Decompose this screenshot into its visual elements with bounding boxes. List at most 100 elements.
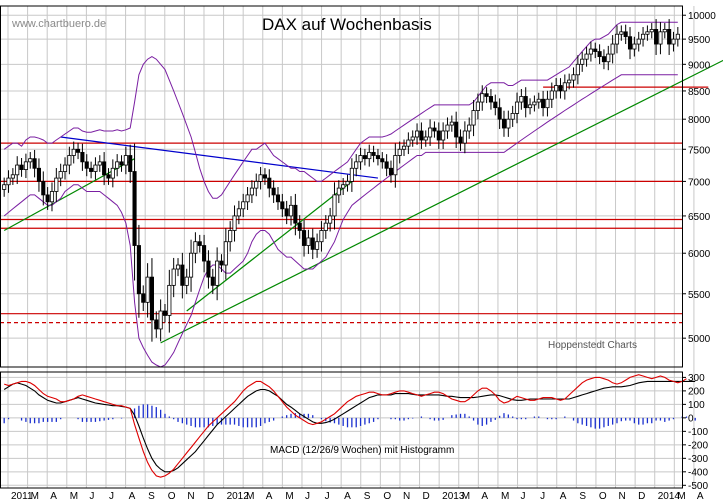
price-candle: [662, 29, 667, 33]
signal-line: [4, 374, 687, 478]
price-candle: [228, 230, 233, 243]
time-tick-label: J: [521, 491, 526, 502]
macd-tick-label: -200: [688, 440, 708, 451]
price-candle: [636, 38, 641, 45]
price-tick-label: 5000: [688, 334, 711, 345]
time-tick-label: J: [109, 491, 114, 502]
price-candle: [423, 136, 428, 141]
price-candle: [493, 101, 498, 109]
price-candle: [397, 148, 402, 156]
price-candle: [97, 161, 102, 166]
price-candle: [575, 63, 580, 76]
trendline: [186, 180, 353, 312]
time-tick-label: M: [462, 491, 470, 502]
price-candle: [123, 155, 128, 166]
price-candle: [415, 130, 420, 138]
price-candle: [54, 177, 59, 192]
macd-tick-label: -100: [688, 427, 708, 438]
price-candle: [401, 145, 407, 150]
price-candle: [358, 155, 363, 163]
macd-frame: [0, 371, 683, 489]
price-candle: [310, 237, 315, 250]
price-candle: [215, 260, 220, 286]
price-candle: [328, 215, 333, 224]
price-candle: [158, 310, 163, 330]
price-candle: [580, 58, 585, 65]
price-candle: [601, 56, 606, 63]
time-tick-label: A: [481, 491, 488, 502]
price-candle: [593, 48, 598, 52]
price-candle: [336, 187, 341, 196]
price-candle: [306, 237, 311, 246]
time-tick-label: A: [50, 491, 57, 502]
price-candle: [488, 96, 493, 103]
price-candle: [223, 241, 228, 266]
price-candle: [288, 204, 294, 217]
price-candle: [645, 31, 650, 35]
price-candle: [19, 164, 24, 170]
price-candle: [293, 204, 298, 224]
price-candle: [267, 177, 272, 189]
price-candle: [558, 85, 563, 92]
price-tick-label: 5500: [688, 290, 711, 301]
price-candle: [76, 148, 81, 153]
price-candle: [106, 174, 111, 179]
time-tick-label: M: [501, 491, 509, 502]
price-candle: [245, 194, 250, 203]
price-candle: [210, 276, 215, 286]
price-candle: [445, 124, 450, 132]
time-tick-label: A: [697, 491, 704, 502]
time-tick-label: A: [129, 491, 136, 502]
price-candle: [219, 260, 224, 266]
time-tick-label: M: [246, 491, 254, 502]
time-tick-label: S: [148, 491, 155, 502]
macd-tick-label: 300: [688, 373, 705, 384]
price-candle: [41, 181, 46, 196]
price-candle: [275, 194, 281, 203]
price-candle: [206, 260, 211, 278]
price-candle: [302, 230, 307, 246]
price-candle: [428, 127, 433, 138]
price-candle: [6, 177, 11, 186]
price-candle: [71, 148, 76, 156]
price-candle: [241, 201, 246, 210]
macd-tick-label: 200: [688, 386, 705, 397]
price-candle: [197, 241, 202, 246]
price-tick-label: 8500: [688, 87, 711, 98]
price-candle: [441, 130, 446, 141]
price-candle: [84, 161, 89, 169]
grid: [0, 6, 695, 488]
price-candle: [136, 245, 141, 295]
price-candle: [67, 155, 72, 166]
price-candle: [471, 110, 476, 126]
price-tick-label: 9500: [688, 35, 711, 46]
time-tick-label: D: [423, 491, 430, 502]
time-tick-label: J: [540, 491, 545, 502]
time-tick-label: M: [285, 491, 293, 502]
price-candle: [436, 130, 441, 141]
price-candle: [614, 33, 620, 45]
price-candle: [15, 164, 20, 176]
price-candle: [349, 167, 354, 182]
price-candle: [154, 319, 159, 330]
macd-tick-label: 0: [688, 413, 694, 424]
source-note: Hoppenstedt Charts: [548, 340, 637, 351]
price-candle: [193, 241, 198, 254]
price-candle: [632, 43, 637, 50]
price-tick-label: 10000: [688, 11, 716, 22]
price-candle: [128, 155, 133, 172]
price-candle: [475, 101, 480, 111]
price-candle: [627, 36, 633, 50]
price-candle: [454, 121, 459, 138]
price-candle: [675, 33, 680, 40]
watermark: www.chartbuero.de: [11, 18, 106, 30]
frame: [0, 5, 683, 489]
price-candle: [406, 139, 411, 147]
time-tick-label: A: [560, 491, 567, 502]
price-candle: [149, 276, 154, 321]
price-candle: [432, 127, 437, 132]
price-candle: [249, 187, 254, 196]
macd-tick-label: -500: [688, 481, 708, 492]
price-candle: [236, 208, 241, 217]
price-candle: [467, 124, 472, 132]
